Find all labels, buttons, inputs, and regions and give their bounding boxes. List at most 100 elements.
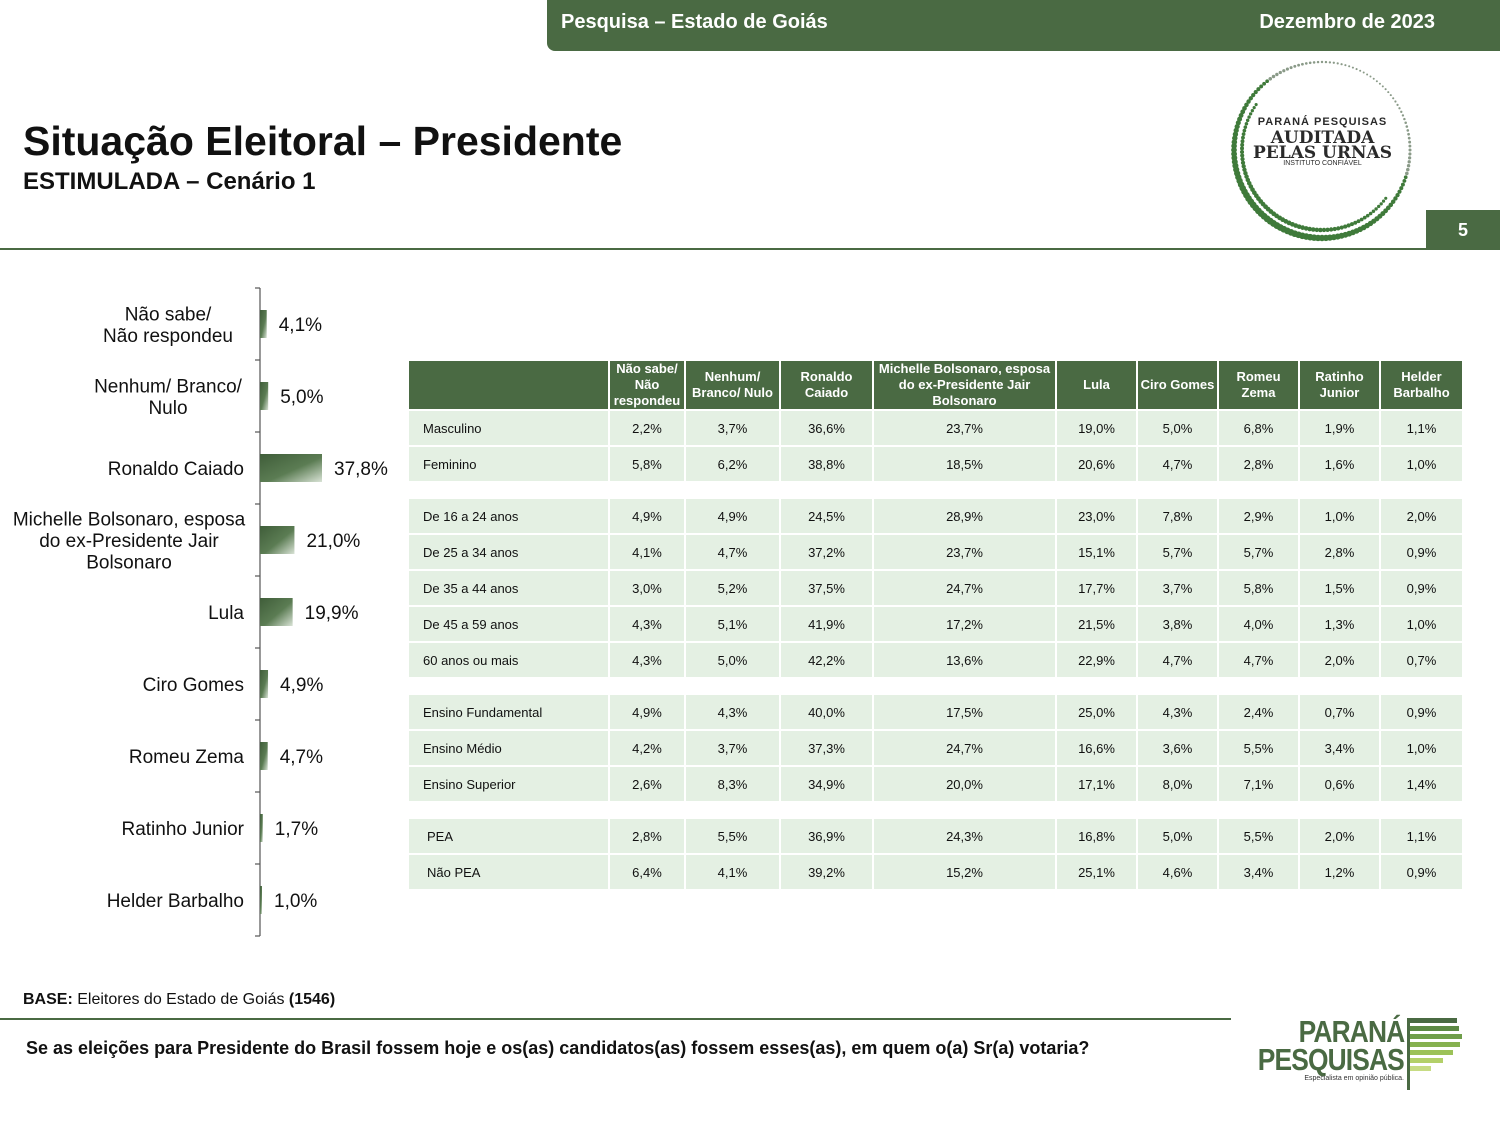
bar-category-label: Ronaldo Caiado <box>108 459 244 480</box>
table-cell: 36,9% <box>780 817 874 854</box>
base-description: Eleitores do Estado de Goiás <box>72 991 289 1008</box>
spacer-cell <box>409 677 1462 694</box>
table-cell: 37,3% <box>780 729 874 766</box>
table-group-spacer <box>409 481 1462 498</box>
row-label: De 45 a 59 anos <box>409 605 610 642</box>
table-header-row: Não sabe/ Não respondeu Nenhum/ Branco/ N… <box>409 361 1462 410</box>
table-cell: 5,8% <box>609 445 686 481</box>
bar-value-label: 37,8% <box>334 459 388 480</box>
chart-bars: Não sabe/Não respondeu 4,1% Nenhum/ Branco… <box>13 304 388 914</box>
table-cell: 1,0% <box>1380 729 1462 766</box>
table-cell: 0,7% <box>1299 693 1381 730</box>
bar-value-label: 4,7% <box>280 747 323 768</box>
table-cell: 2,8% <box>609 817 686 854</box>
table-cell: 22,9% <box>1056 641 1138 677</box>
table-row: De 25 a 34 anos 4,1% 4,7% 37,2% 23,7% 15,1% 5,… <box>409 533 1462 570</box>
table-cell: 4,7% <box>1218 641 1300 677</box>
table-cell: 41,9% <box>780 605 874 642</box>
table-cell: 5,0% <box>1137 817 1219 854</box>
vote-intention-bar-chart: Não sabe/Não respondeu 4,1% Nenhum/ Branco… <box>13 287 388 937</box>
table-row: De 35 a 44 anos 3,0% 5,2% 37,5% 24,7% 17,7% 3,… <box>409 569 1462 606</box>
table-cell: 16,6% <box>1056 729 1138 766</box>
spacer-cell <box>409 481 1462 498</box>
table-cell: 38,8% <box>780 445 874 481</box>
table-cell: 6,2% <box>685 445 781 481</box>
table-cell: 15,2% <box>873 853 1057 889</box>
table-cell: 18,5% <box>873 445 1057 481</box>
table-column-header: Ronaldo Caiado <box>780 361 874 410</box>
row-label: De 35 a 44 anos <box>409 569 610 606</box>
table-cell: 3,8% <box>1137 605 1219 642</box>
page-title: Situação Eleitoral – Presidente <box>23 118 623 164</box>
row-label: 60 anos ou mais <box>409 641 610 677</box>
table-column-header: Nenhum/ Branco/ Nulo <box>685 361 781 410</box>
survey-date: Dezembro de 2023 <box>1259 11 1435 33</box>
seal-dots-ring <box>1231 60 1412 242</box>
table-cell: 4,1% <box>685 853 781 889</box>
crosstab-table: Não sabe/ Não respondeu Nenhum/ Branco/ N… <box>409 361 1462 889</box>
table-column-header: Não sabe/ Não respondeu <box>609 361 686 410</box>
table-cell: 2,9% <box>1218 497 1300 534</box>
page-number: 5 <box>1426 210 1500 250</box>
table-cell: 19,0% <box>1056 409 1138 446</box>
table-cell: 1,5% <box>1299 569 1381 606</box>
table-cell: 2,0% <box>1299 817 1381 854</box>
chart-axis <box>255 287 261 937</box>
table-cell: 3,7% <box>685 409 781 446</box>
table-cell: 5,0% <box>685 641 781 677</box>
row-label: Masculino <box>409 409 610 446</box>
table-cell: 34,9% <box>780 765 874 801</box>
seal-line3: PELAS URNAS <box>1252 143 1393 163</box>
table-row: Ensino Médio 4,2% 3,7% 37,3% 24,7% 16,6% 3,6% 5… <box>409 729 1462 766</box>
bar-category-label: Ratinho Junior <box>121 819 244 840</box>
table-column-header: Helder Barbalho <box>1380 361 1462 410</box>
table-cell: 5,2% <box>685 569 781 606</box>
table-row: Ensino Fundamental 4,9% 4,3% 40,0% 17,5% 25,0… <box>409 693 1462 730</box>
table-cell: 28,9% <box>873 497 1057 534</box>
table-cell: 1,6% <box>1299 445 1381 481</box>
table-cell: 1,4% <box>1380 765 1462 801</box>
table-column-header: Michelle Bolsonaro, esposa do ex-Preside… <box>873 361 1057 410</box>
table-cell: 5,5% <box>685 817 781 854</box>
table-cell: 13,6% <box>873 641 1057 677</box>
table-cell: 4,2% <box>609 729 686 766</box>
base-label: BASE: <box>23 991 73 1008</box>
table-cell: 4,9% <box>685 497 781 534</box>
table-row: Ensino Superior 2,6% 8,3% 34,9% 20,0% 17,1% 8,… <box>409 765 1462 801</box>
table-cell: 3,7% <box>685 729 781 766</box>
bar <box>260 814 263 842</box>
table-cell: 5,1% <box>685 605 781 642</box>
table-cell: 1,9% <box>1299 409 1381 446</box>
table-cell: 36,6% <box>780 409 874 446</box>
logo-line1: PARANÁ <box>1298 1014 1405 1049</box>
footer-divider <box>0 1018 1231 1020</box>
bar-category-label: Nenhum/ Branco/Nulo <box>94 376 243 419</box>
table-cell: 17,7% <box>1056 569 1138 606</box>
table-cell: 2,6% <box>609 765 686 801</box>
bar <box>260 742 268 770</box>
base-count: (1546) <box>288 991 336 1008</box>
table-row: De 45 a 59 anos 4,3% 5,1% 41,9% 17,2% 21,5% 3,… <box>409 605 1462 642</box>
table-cell: 4,1% <box>609 533 686 570</box>
seal-line4: INSTITUTO CONFIÁVEL <box>1283 160 1362 167</box>
table-cell: 4,3% <box>609 605 686 642</box>
bar <box>260 670 269 698</box>
row-label: Ensino Superior <box>409 765 610 801</box>
table-cell: 23,0% <box>1056 497 1138 534</box>
row-label: PEA <box>409 817 610 854</box>
table-cell: 4,9% <box>609 693 686 730</box>
table-column-header: Ciro Gomes <box>1137 361 1219 410</box>
table-cell: 4,3% <box>609 641 686 677</box>
table-cell: 25,1% <box>1056 853 1138 889</box>
bar-value-label: 5,0% <box>280 387 323 408</box>
table-cell: 1,2% <box>1299 853 1381 889</box>
table-cell: 37,2% <box>780 533 874 570</box>
table-cell: 20,0% <box>873 765 1057 801</box>
base-note: BASE: Eleitores do Estado de Goiás (1546… <box>23 991 335 1009</box>
table-cell: 37,5% <box>780 569 874 606</box>
header-divider <box>0 248 1500 250</box>
table-cell: 42,2% <box>780 641 874 677</box>
table-cell: 8,0% <box>1137 765 1219 801</box>
table-column-header: Ratinho Junior <box>1299 361 1381 410</box>
table-cell: 4,0% <box>1218 605 1300 642</box>
